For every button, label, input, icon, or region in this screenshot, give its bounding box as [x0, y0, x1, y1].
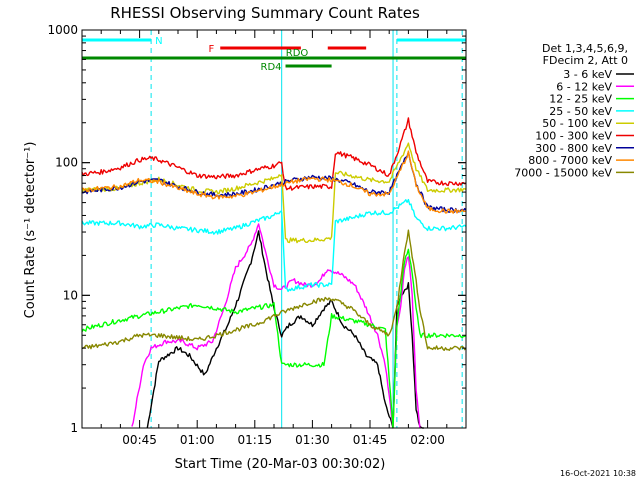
- flag-label-3: RD4: [261, 62, 282, 73]
- legend-label-5: 100 - 300 keV: [535, 130, 612, 143]
- y-tick-label-3: 1000: [47, 23, 78, 37]
- chart-title: RHESSI Observing Summary Count Rates: [110, 4, 420, 22]
- legend-label-6: 300 - 800 keV: [535, 142, 612, 155]
- flag-label-0: N: [155, 36, 162, 47]
- series-line-7: [81, 150, 466, 214]
- legend-label-8: 7000 - 15000 keV: [514, 166, 612, 179]
- y-axis-label: Count Rate (s⁻¹ detector⁻¹): [23, 142, 38, 319]
- legend-header-0: Det 1,3,4,5,6,9,: [542, 42, 628, 55]
- legend-label-7: 800 - 7000 keV: [528, 154, 612, 167]
- legend-header-1: FDecim 2, Att 0: [543, 54, 628, 67]
- x-tick-label-4: 01:45: [353, 433, 388, 447]
- x-tick-label-2: 01:15: [238, 433, 273, 447]
- flag-label-1: F: [208, 44, 214, 55]
- x-tick-label-1: 01:00: [180, 433, 215, 447]
- x-axis-label: Start Time (20-Mar-03 00:30:02): [175, 457, 386, 472]
- x-tick-label-3: 01:30: [295, 433, 330, 447]
- legend-label-0: 3 - 6 keV: [563, 68, 612, 81]
- series-line-4: [81, 142, 467, 244]
- legend-label-4: 50 - 100 keV: [542, 117, 612, 130]
- x-tick-label-0: 00:45: [122, 433, 157, 447]
- series-line-2: [81, 248, 467, 429]
- timestamp: 16-Oct-2021 10:38: [560, 469, 636, 478]
- y-tick-label-1: 10: [63, 288, 78, 302]
- series-line-1: [131, 223, 421, 429]
- time-markers: [150, 30, 463, 428]
- series-line-0: [146, 230, 424, 429]
- y-tick-label-0: 1: [70, 421, 78, 435]
- legend-label-2: 12 - 25 keV: [549, 93, 612, 106]
- series-layer: [81, 117, 467, 429]
- series-line-8: [81, 229, 467, 351]
- legend: Det 1,3,4,5,6,9,FDecim 2, Att 03 - 6 keV…: [514, 42, 634, 179]
- legend-label-1: 6 - 12 keV: [556, 80, 612, 93]
- series-line-5: [81, 117, 467, 191]
- axis-ticks: 00:45 01:00 01:15 01:30 01:45 02:00 1 10 100 1000: [47, 23, 467, 447]
- y-tick-label-2: 100: [55, 156, 78, 170]
- legend-label-3: 25 - 50 keV: [549, 105, 612, 118]
- flag-bars: N F RDO RD4: [82, 36, 466, 73]
- series-line-3: [81, 198, 467, 293]
- x-tick-label-5: 02:00: [410, 433, 445, 447]
- flag-label-2: RDO: [286, 48, 309, 59]
